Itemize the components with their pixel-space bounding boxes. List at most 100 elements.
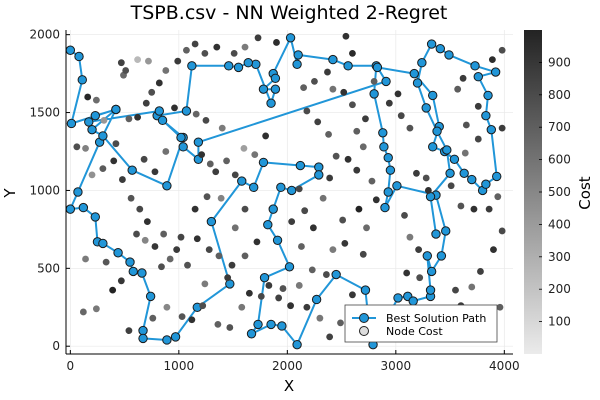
node-cost-points [73,32,506,341]
node-cost-point [224,274,232,282]
path-node [444,50,454,60]
node-cost-point [173,246,181,254]
node-cost-point [125,327,133,335]
legend-path-marker [359,313,369,323]
node-cost-point [241,43,249,51]
path-node [486,124,497,135]
path-node [293,50,303,60]
path-node [431,229,441,239]
path-node [436,251,447,261]
node-cost-point [117,277,125,285]
node-cost-point [240,144,248,152]
legend-cost-label: Node Cost [386,325,443,338]
path-node [154,106,165,116]
colorbar-tick-label: 800 [548,88,571,102]
node-cost-point [372,196,380,204]
path-node [127,165,137,175]
colorbar-tick-label: 200 [548,282,571,296]
node-cost-point [362,115,369,123]
solution-path [65,33,502,350]
path-node [266,98,276,108]
node-cost-point [295,185,303,193]
path-node [393,293,403,303]
node-cost-point [349,49,356,57]
path-node [224,61,234,71]
node-cost-point [462,121,470,129]
node-cost-point [341,240,349,247]
path-node [378,128,388,138]
path-node [162,335,172,345]
y-tick-label: 1500 [29,106,60,120]
path-node [276,182,286,193]
node-cost-point [490,246,497,254]
path-node [111,104,121,115]
node-cost-point [273,39,280,46]
node-cost-point [349,291,356,299]
path-node [206,216,217,227]
node-cost-point [112,140,120,148]
path-node [138,325,148,336]
path-node [157,115,168,126]
node-cost-point [494,193,502,201]
node-cost-point [162,148,170,155]
node-cost-point [125,115,133,123]
node-cost-point [319,194,327,202]
path-node [392,181,402,191]
node-cost-point [217,194,225,202]
legend: Best Solution Path Node Cost [344,304,498,343]
node-cost-point [102,258,110,266]
node-cost-point [241,205,249,213]
node-cost-point [188,316,196,324]
node-cost-point [406,233,414,241]
path-node [449,154,460,164]
x-tick-label: 2000 [272,359,303,373]
node-cost-point [298,243,305,250]
node-cost-point [326,333,334,341]
path-node [328,54,338,65]
node-cost-point [136,205,144,213]
path-node [292,339,302,350]
node-cost-point [149,314,157,322]
node-cost-point [201,49,209,57]
path-node [372,62,383,73]
node-cost-point [214,321,222,328]
node-cost-point [287,302,294,310]
path-node [285,33,296,43]
path-node [314,170,324,180]
path-node [170,332,181,342]
path-node [481,179,491,189]
path-node [435,43,446,54]
node-cost-point [329,85,337,93]
colorbar-tick-label: 100 [548,315,571,329]
node-cost-point [226,324,234,331]
path-node [467,174,477,185]
path-node [383,153,393,163]
path-node [243,58,253,68]
node-cost-point [134,56,142,63]
node-cost-point [79,308,87,316]
node-cost-point [166,255,174,263]
node-cost-point [251,151,259,159]
node-cost-point [415,246,423,254]
path-node [187,61,197,71]
path-node [90,110,100,121]
node-cost-point [275,294,283,302]
node-cost-point [461,149,469,157]
node-cost-point [191,40,199,48]
node-cost-point [178,313,186,321]
path-node [459,168,469,179]
node-cost-point [477,268,484,275]
path-node [428,142,438,152]
node-cost-point [329,246,337,254]
node-cost-point [485,205,493,213]
node-cost-point [205,246,213,254]
node-cost-point [452,286,459,294]
path-node [490,67,501,77]
path-node [98,238,108,249]
path-node [492,171,502,182]
node-cost-point [171,104,178,112]
node-cost-point [308,266,316,274]
colorbar-tick-label: 300 [548,250,571,264]
y-tick-label: 2000 [29,28,60,42]
